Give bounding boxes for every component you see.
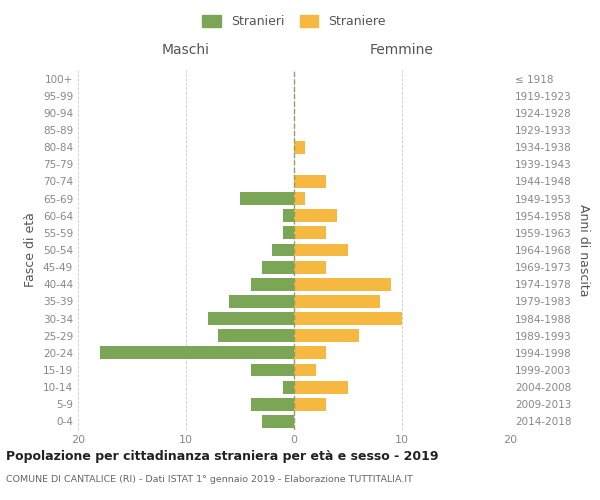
Bar [272,244,294,256]
Y-axis label: Fasce di età: Fasce di età [25,212,37,288]
Y-axis label: Anni di nascita: Anni di nascita [577,204,590,296]
Bar [262,415,294,428]
Legend: Stranieri, Straniere: Stranieri, Straniere [199,12,389,32]
Bar [240,192,294,205]
Bar [283,380,294,394]
Bar [294,140,305,153]
Bar [294,364,316,376]
Bar [251,398,294,410]
Bar [294,192,305,205]
Bar [283,226,294,239]
Bar [100,346,294,360]
Bar [294,295,380,308]
Text: Femmine: Femmine [370,44,434,58]
Bar [294,210,337,222]
Bar [294,380,348,394]
Bar [294,175,326,188]
Text: Popolazione per cittadinanza straniera per età e sesso - 2019: Popolazione per cittadinanza straniera p… [6,450,439,463]
Bar [218,330,294,342]
Bar [294,398,326,410]
Bar [294,346,326,360]
Bar [262,260,294,274]
Bar [251,278,294,290]
Bar [251,364,294,376]
Bar [283,210,294,222]
Bar [208,312,294,325]
Bar [294,278,391,290]
Text: COMUNE DI CANTALICE (RI) - Dati ISTAT 1° gennaio 2019 - Elaborazione TUTTITALIA.: COMUNE DI CANTALICE (RI) - Dati ISTAT 1°… [6,475,413,484]
Bar [294,330,359,342]
Bar [294,312,402,325]
Bar [229,295,294,308]
Bar [294,226,326,239]
Text: Maschi: Maschi [162,44,210,58]
Bar [294,260,326,274]
Bar [294,244,348,256]
